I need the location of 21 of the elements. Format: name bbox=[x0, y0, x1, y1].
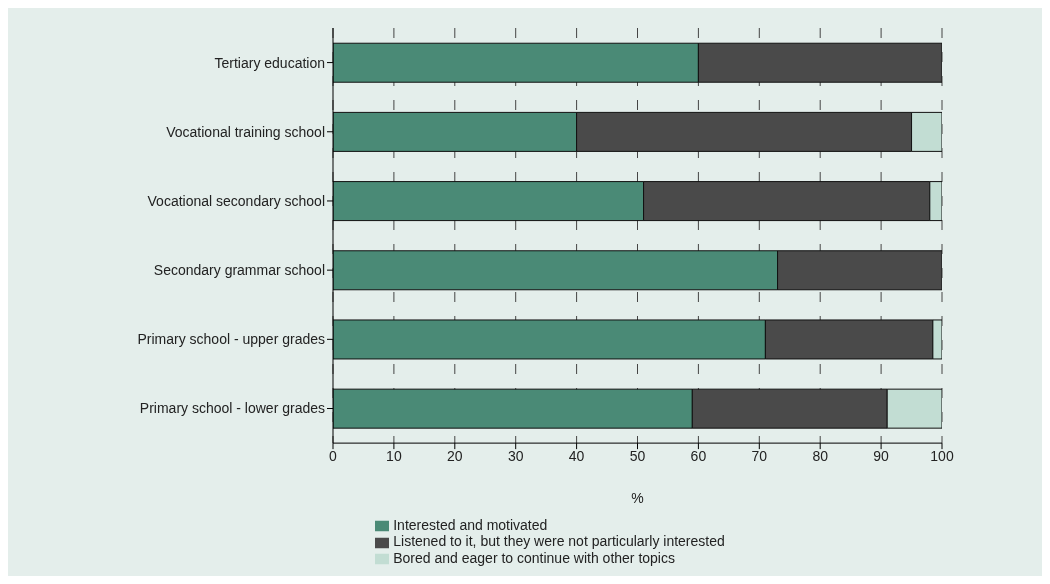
y-tick-label: Primary school - lower grades bbox=[139, 400, 325, 417]
x-tick-label: 0 bbox=[329, 448, 338, 465]
y-tick-label: Secondary grammar school bbox=[153, 262, 325, 279]
legend-label: Listened to it, but they were not particularly interested bbox=[393, 533, 725, 550]
x-tick-label: 30 bbox=[507, 448, 524, 465]
y-tick-label: Vocational secondary school bbox=[147, 192, 325, 209]
x-tick-label: 100 bbox=[930, 448, 954, 465]
y-tick-label: Vocational training school bbox=[166, 123, 325, 140]
y-tick-label: Tertiary education bbox=[214, 54, 325, 71]
x-axis-title: % bbox=[631, 490, 644, 507]
x-tick-label: 10 bbox=[386, 448, 402, 465]
x-tick-label: 40 bbox=[568, 448, 585, 465]
x-tick-label: 20 bbox=[447, 448, 463, 465]
legend-label: Bored and eager to continue with other topics bbox=[393, 549, 675, 566]
x-tick-label: 50 bbox=[629, 448, 646, 465]
x-tick-label: 80 bbox=[812, 448, 829, 465]
y-tick-label: Primary school - upper grades bbox=[137, 331, 325, 348]
x-tick-label: 60 bbox=[690, 448, 707, 465]
x-tick-label: 90 bbox=[873, 448, 890, 465]
x-tick-label: 70 bbox=[751, 448, 768, 465]
legend-label: Interested and motivated bbox=[393, 517, 548, 534]
